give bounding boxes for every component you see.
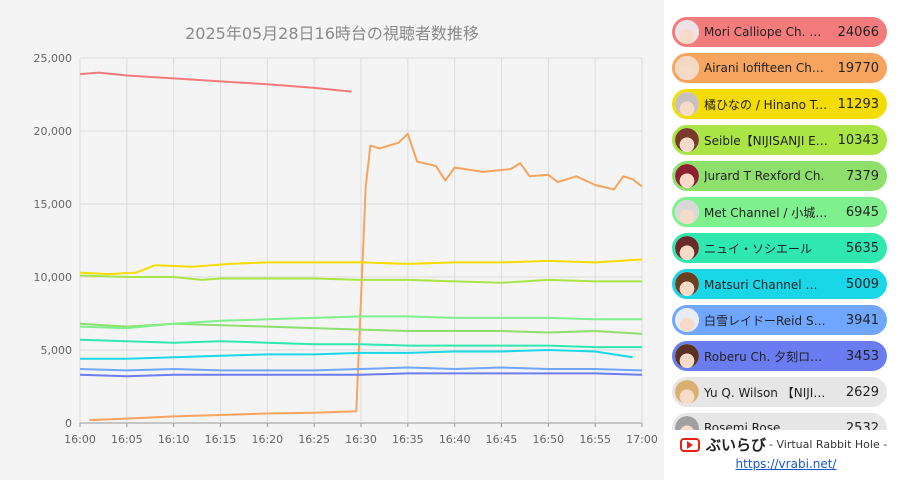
legend-item[interactable]: Airani Iofifteen Channel 19770 [672,53,887,83]
chart-panel: 2025年05月28日16時台の視聴者数推移 0 5,000 10,000 15,00… [0,0,664,480]
legend-viewer-count: 19770 [837,60,879,76]
avatar [675,380,699,404]
legend-channel-name: 橘ひなの / Hinano Tachibana [704,97,828,112]
legend-channel-name: Jurard T Rexford Ch. [704,169,825,183]
legend-channel-name: Rosemi Rose [704,421,781,430]
avatar-image [675,92,699,116]
y-tick-label: 15,000 [34,198,73,211]
legend-channel-name: Seible【NIJISANJI EN】 [704,133,828,148]
x-tick-label: 16:40 [439,433,471,446]
avatar-image [675,344,699,368]
series-line-2 [89,132,643,422]
avatar [675,308,699,332]
legend-viewer-count: 11293 [837,96,879,112]
series-line-1 [79,71,352,93]
legend-channel-name: Met Channel / 小城夜みるく [704,205,828,220]
legend-item[interactable]: Rosemi Rose 2532 [672,413,887,430]
series-line-9 [79,366,643,372]
y-tick-label: 10,000 [34,271,73,284]
avatar [675,164,699,188]
legend-channel-name: Mori Calliope Ch. hololive-EN [704,25,828,39]
legend-item[interactable]: 白雪レイドーReid Shirayuki 3941 [672,305,887,335]
x-tick-label: 16:55 [579,433,611,446]
avatar-image [675,308,699,332]
legend-channel-name: ニュイ・ソシエール [704,241,813,256]
brand-row: ぶいらび - Virtual Rabbit Hole - [680,434,900,455]
legend-channel-name: Matsuri Channel 夏色まつり [704,277,828,292]
avatar [675,416,699,430]
legend-item[interactable]: Met Channel / 小城夜みるく 6945 [672,197,887,227]
legend-channel-name: 白雪レイドーReid Shirayuki [704,313,828,328]
legend-viewer-count: 10343 [837,132,879,148]
legend-item[interactable]: Jurard T Rexford Ch. 7379 [672,161,887,191]
avatar [675,272,699,296]
avatar [675,128,699,152]
legend-viewer-count: 3941 [845,312,879,328]
y-tick-label: 0 [65,417,72,430]
x-tick-label: 16:50 [532,433,564,446]
legend-viewer-count: 5635 [845,240,879,256]
series-line-10 [79,372,643,378]
y-tick-label: 5,000 [41,344,73,357]
x-tick-label: 16:25 [298,433,330,446]
x-tick-label: 16:05 [111,433,143,446]
x-tick-label: 16:35 [392,433,424,446]
legend-item[interactable]: ニュイ・ソシエール 5635 [672,233,887,263]
legend-channel-name: Roberu Ch. 夕刻ロベル [704,349,828,364]
brand-name: ぶいらび [706,436,767,454]
legend-item[interactable]: 橘ひなの / Hinano Tachibana 11293 [672,89,887,119]
legend-item[interactable]: Roberu Ch. 夕刻ロベル 3453 [672,341,887,371]
x-tick-label: 17:00 [626,433,658,446]
avatar-image [675,380,699,404]
x-tick-label: 16:45 [486,433,518,446]
series-line-7 [79,338,642,349]
avatar [675,200,699,224]
x-tick-label: 16:20 [251,433,283,446]
series-line-6 [79,315,642,330]
chart-title: 2025年05月28日16時台の視聴者数推移 [185,24,479,43]
x-tick-label: 16:30 [345,433,377,446]
site-link[interactable]: https://vrabi.net/ [735,457,837,471]
avatar-image [675,236,699,260]
legend-item[interactable]: Seible【NIJISANJI EN】 10343 [672,125,887,155]
avatar [675,344,699,368]
legend-viewer-count: 2629 [845,384,879,400]
x-tick-label: 16:15 [205,433,237,446]
legend-viewer-count: 24066 [837,24,879,40]
series-line-8 [80,349,633,360]
line-chart: 0 5,000 10,000 15,000 20,000 25,000 16:00 16:05… [34,52,658,446]
avatar-image [675,416,699,430]
y-tick-label: 20,000 [34,125,73,138]
legend-viewer-count: 7379 [845,168,879,184]
brand-tagline: - Virtual Rabbit Hole - [769,438,888,451]
legend-channel-name: Yu Q. Wilson 【NIJISANJI EN】 [704,385,828,400]
legend-viewer-count: 5009 [845,276,879,292]
avatar-image [675,272,699,296]
avatar [675,236,699,260]
youtube-play-icon [680,437,700,452]
y-tick-label: 25,000 [34,52,73,65]
avatar [675,56,699,80]
legend-viewer-count: 6945 [845,204,879,220]
x-tick-label: 16:00 [64,433,96,446]
avatar-image [675,20,699,44]
avatar [675,20,699,44]
legend-channel-name: Airani Iofifteen Channel [704,61,828,75]
legend-item[interactable]: Matsuri Channel 夏色まつり 5009 [672,269,887,299]
avatar [675,92,699,116]
legend-item[interactable]: Mori Calliope Ch. hololive-EN 24066 [672,17,887,47]
legend-list: Mori Calliope Ch. hololive-EN 24066 Airani… [672,0,900,430]
avatar-image [675,164,699,188]
series-line-4 [79,274,642,284]
avatar-image [675,128,699,152]
legend-viewer-count: 3453 [845,348,879,364]
avatar-image [675,200,699,224]
legend-item[interactable]: Yu Q. Wilson 【NIJISANJI EN】 2629 [672,377,887,407]
avatar-image [675,56,699,80]
footer: ぶいらび - Virtual Rabbit Hole - https://vra… [672,432,900,480]
series-line-3 [79,258,643,276]
x-tick-label: 16:10 [158,433,190,446]
legend-viewer-count: 2532 [845,420,879,431]
